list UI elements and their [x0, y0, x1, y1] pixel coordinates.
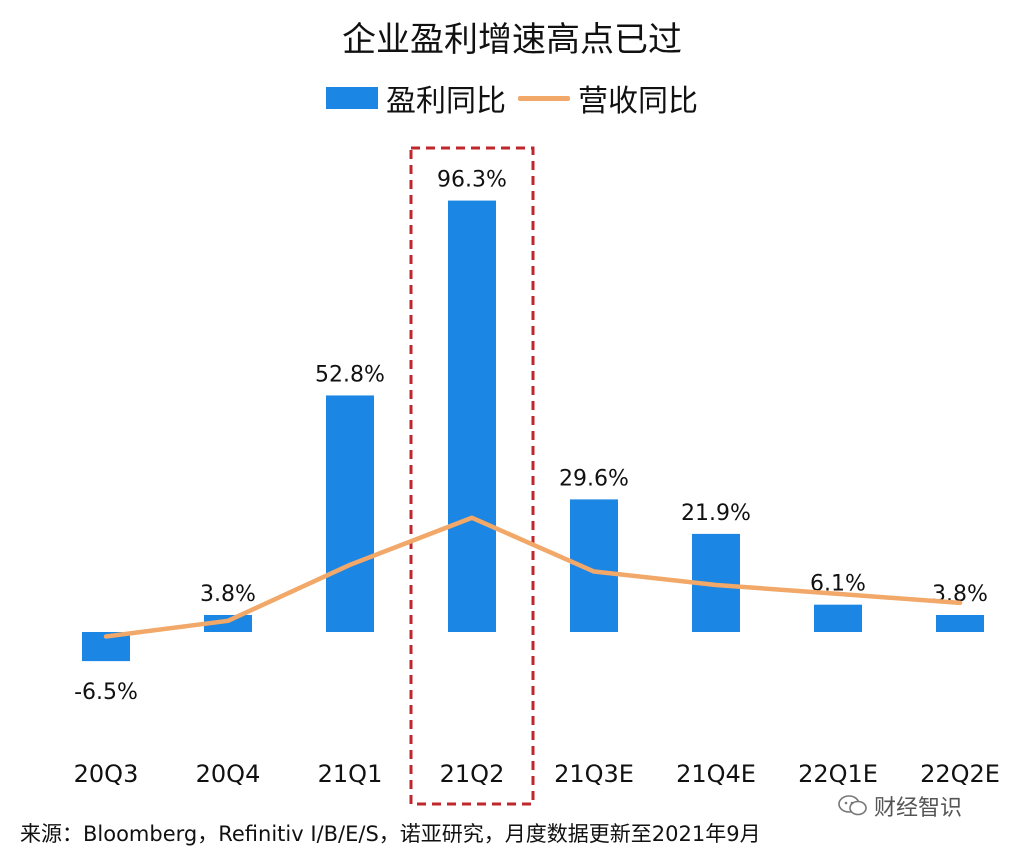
- bar-21Q1: [326, 395, 374, 632]
- legend: 盈利同比 营收同比: [0, 76, 1024, 120]
- watermark-text: 财经智识: [874, 796, 963, 821]
- x-tick-label: 21Q1: [318, 760, 383, 788]
- x-tick-label: 20Q4: [196, 760, 261, 788]
- x-tick-label: 21Q3E: [554, 760, 634, 788]
- bar-value-label: 21.9%: [681, 501, 751, 526]
- bar-20Q4: [204, 614, 252, 632]
- x-tick-label: 22Q2E: [920, 760, 1000, 788]
- chart-title: 企业盈利增速高点已过: [342, 20, 682, 60]
- bar-value-label: 29.6%: [559, 466, 629, 491]
- bar-value-label: 3.8%: [200, 582, 256, 607]
- wechat-icon: [838, 795, 868, 817]
- x-tick-label: 20Q3: [74, 760, 139, 788]
- bar-21Q2: [448, 200, 496, 633]
- highlight-box: [409, 146, 535, 806]
- legend-swatch-bar: [326, 87, 378, 109]
- bar-value-label: 96.3%: [437, 168, 507, 193]
- legend-item-bar: 盈利同比: [326, 76, 506, 120]
- legend-item-line: 营收同比: [518, 76, 698, 120]
- source-note: 来源：Bloomberg，Refinitiv I/B/E/S，诺亚研究，月度数据…: [20, 822, 761, 846]
- legend-swatch-line: [518, 95, 570, 101]
- bar-22Q2E: [936, 614, 984, 632]
- bar-value-label: -6.5%: [74, 680, 138, 705]
- x-tick-label: 22Q1E: [798, 760, 878, 788]
- x-tick-label: 21Q2: [440, 760, 505, 788]
- bar-22Q1E: [814, 604, 862, 632]
- x-tick-label: 21Q4E: [676, 760, 756, 788]
- revenue-line: [103, 515, 963, 639]
- legend-label-line: 营收同比: [578, 84, 698, 119]
- watermark: 财经智识: [838, 790, 962, 822]
- bar-value-label: 52.8%: [315, 362, 385, 387]
- legend-label-bar: 盈利同比: [386, 84, 506, 119]
